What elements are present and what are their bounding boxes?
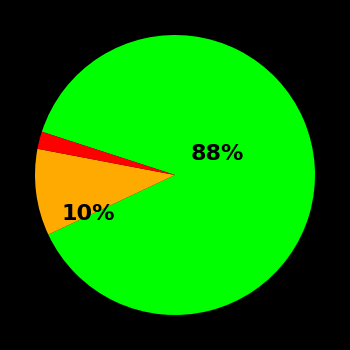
Text: 10%: 10% [62, 204, 115, 224]
Text: 88%: 88% [190, 144, 244, 164]
Wedge shape [42, 35, 315, 315]
Wedge shape [35, 149, 175, 234]
Wedge shape [37, 132, 175, 175]
